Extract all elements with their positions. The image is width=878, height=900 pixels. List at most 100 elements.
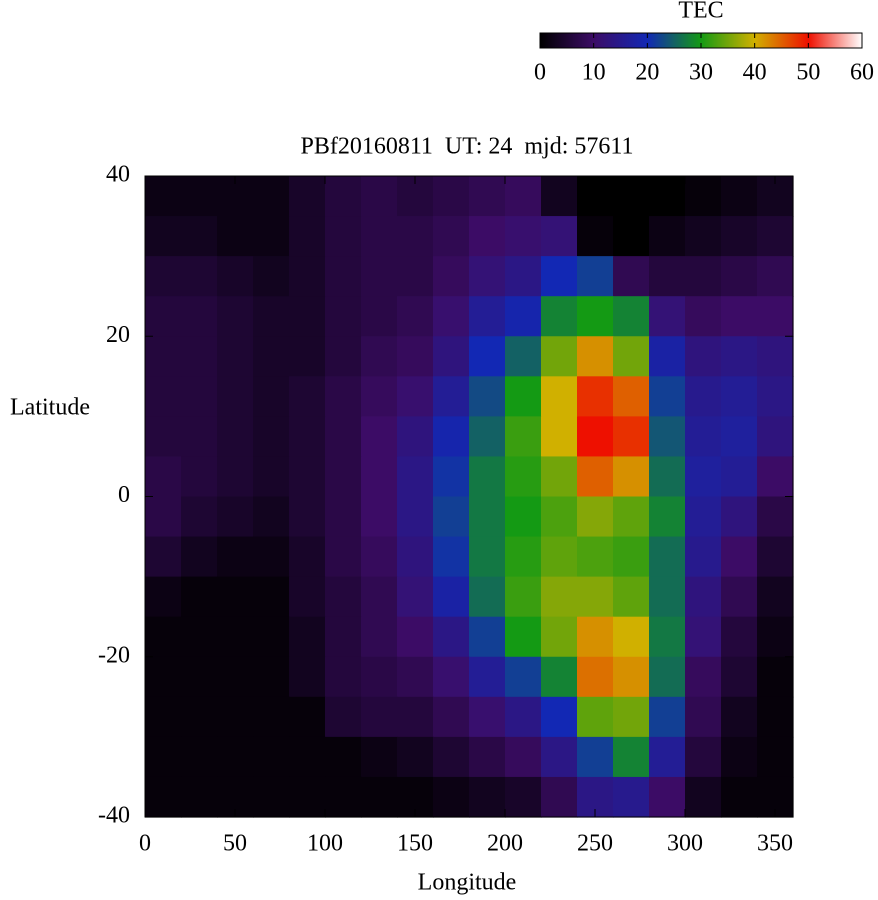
heat-cell: [217, 536, 254, 578]
heat-cell: [613, 296, 650, 337]
heat-cell: [253, 216, 290, 257]
heat-cell: [613, 456, 650, 498]
heat-cell: [433, 536, 470, 578]
heat-cell: [505, 696, 542, 738]
heat-cell: [217, 496, 254, 538]
heat-cell: [649, 456, 686, 498]
heat-cell: [253, 616, 290, 658]
heat-cell: [217, 576, 254, 618]
heat-cell: [289, 176, 326, 217]
heat-cell: [469, 336, 506, 377]
heat-cell: [613, 776, 650, 818]
x-tick-label: 0: [139, 831, 151, 857]
heat-cell: [145, 776, 182, 818]
heat-cell: [613, 696, 650, 738]
heat-cell: [469, 376, 506, 417]
heat-cell: [721, 336, 758, 377]
heat-cell: [541, 576, 578, 618]
heat-cell: [397, 616, 434, 658]
heat-cell: [721, 576, 758, 618]
heat-cell: [145, 216, 182, 257]
heat-cell: [397, 576, 434, 618]
heat-cell: [469, 656, 506, 698]
heat-cell: [685, 296, 722, 337]
heat-cell: [649, 176, 686, 217]
heat-cell: [361, 616, 398, 658]
heat-cell: [181, 776, 218, 818]
heat-cell: [181, 376, 218, 417]
heat-cell: [469, 176, 506, 217]
heat-cell: [685, 736, 722, 778]
heat-cell: [361, 176, 398, 217]
heat-cell: [757, 736, 794, 778]
heat-cell: [217, 256, 254, 297]
heat-cell: [649, 416, 686, 458]
heat-cell: [613, 176, 650, 217]
heat-cell: [397, 336, 434, 377]
heat-cell: [217, 216, 254, 257]
heat-cell: [433, 776, 470, 818]
heat-cell: [613, 416, 650, 458]
heat-cell: [649, 376, 686, 417]
heat-cell: [253, 776, 290, 818]
heat-cell: [181, 496, 218, 538]
heat-cell: [145, 696, 182, 738]
colorbar-tick-label: 50: [796, 60, 820, 86]
heat-cell: [289, 256, 326, 297]
heat-cell: [433, 456, 470, 498]
heat-cell: [145, 616, 182, 658]
heat-cell: [505, 416, 542, 458]
heat-cell: [649, 336, 686, 377]
heat-cell: [361, 256, 398, 297]
heat-cell: [721, 736, 758, 778]
heat-cell: [181, 296, 218, 337]
heat-cell: [361, 216, 398, 257]
heat-cell: [505, 736, 542, 778]
heat-cell: [649, 496, 686, 538]
heat-cell: [253, 456, 290, 498]
heat-cell: [505, 576, 542, 618]
heat-cell: [541, 616, 578, 658]
y-axis-label: Latitude: [10, 395, 90, 421]
x-tick-label: 200: [487, 831, 523, 857]
heat-cell: [541, 776, 578, 818]
heat-cell: [289, 536, 326, 578]
heat-cell: [217, 376, 254, 417]
heat-cell: [181, 416, 218, 458]
heat-cell: [757, 296, 794, 337]
heat-cell: [145, 176, 182, 217]
colorbar-tick-label: 30: [689, 60, 713, 86]
heat-cell: [505, 656, 542, 698]
heat-cell: [433, 216, 470, 257]
heat-cell: [433, 696, 470, 738]
heat-cell: [757, 336, 794, 377]
heat-cell: [325, 456, 362, 498]
heat-cell: [433, 176, 470, 217]
colorbar-tick-label: 40: [743, 60, 767, 86]
heat-cell: [685, 696, 722, 738]
heat-cell: [289, 736, 326, 778]
heat-cell: [469, 736, 506, 778]
heat-cell: [253, 536, 290, 578]
heat-cell: [325, 496, 362, 538]
heat-cell: [397, 256, 434, 297]
heat-cell: [541, 256, 578, 297]
heat-cell: [253, 256, 290, 297]
heat-cell: [361, 536, 398, 578]
heat-cell: [433, 736, 470, 778]
heat-cell: [505, 176, 542, 217]
heat-cell: [433, 496, 470, 538]
heat-cell: [181, 696, 218, 738]
heat-cell: [757, 576, 794, 618]
heat-cell: [541, 216, 578, 257]
heat-cell: [541, 536, 578, 578]
heat-cell: [577, 496, 614, 538]
heat-cell: [649, 736, 686, 778]
heat-cell: [397, 376, 434, 417]
heat-cell: [361, 376, 398, 417]
heat-cell: [469, 256, 506, 297]
heat-cell: [289, 576, 326, 618]
heat-cell: [469, 216, 506, 257]
heat-cell: [577, 256, 614, 297]
heat-cell: [613, 616, 650, 658]
